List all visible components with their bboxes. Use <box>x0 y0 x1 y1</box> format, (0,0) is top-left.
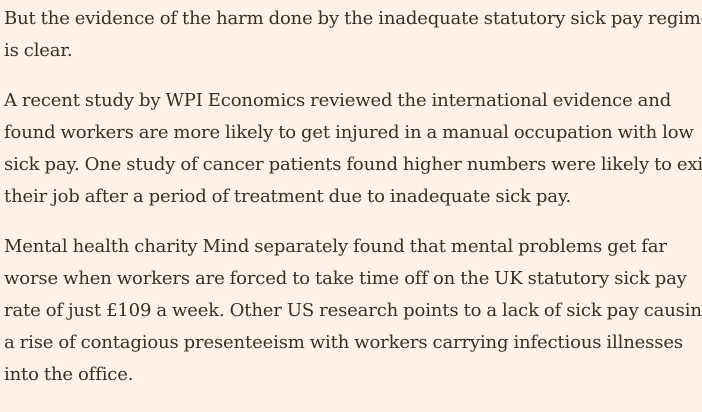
text-line: A recent study by WPI Economics reviewed… <box>4 90 672 111</box>
text-line: found workers are more likely to get inj… <box>4 122 694 143</box>
text-line: sick pay. One study of cancer patients f… <box>4 154 702 175</box>
text-line: into the office. <box>4 364 134 385</box>
text-line: rate of just £109 a week. Other US resea… <box>4 300 702 321</box>
paragraph-mind-charity: Mental health charity Mind separately fo… <box>4 231 702 391</box>
text-line: But the evidence of the harm done by the… <box>4 8 702 29</box>
text-line: a rise of contagious presenteeism with w… <box>4 332 683 353</box>
paragraph-wpi-study: A recent study by WPI Economics reviewed… <box>4 85 702 213</box>
text-line: Mental health charity Mind separately fo… <box>4 236 667 257</box>
text-line: their job after a period of treatment du… <box>4 186 572 207</box>
text-line: worse when workers are forced to take ti… <box>4 268 687 289</box>
paragraph-evidence: But the evidence of the harm done by the… <box>4 3 702 67</box>
text-line: is clear. <box>4 40 73 61</box>
